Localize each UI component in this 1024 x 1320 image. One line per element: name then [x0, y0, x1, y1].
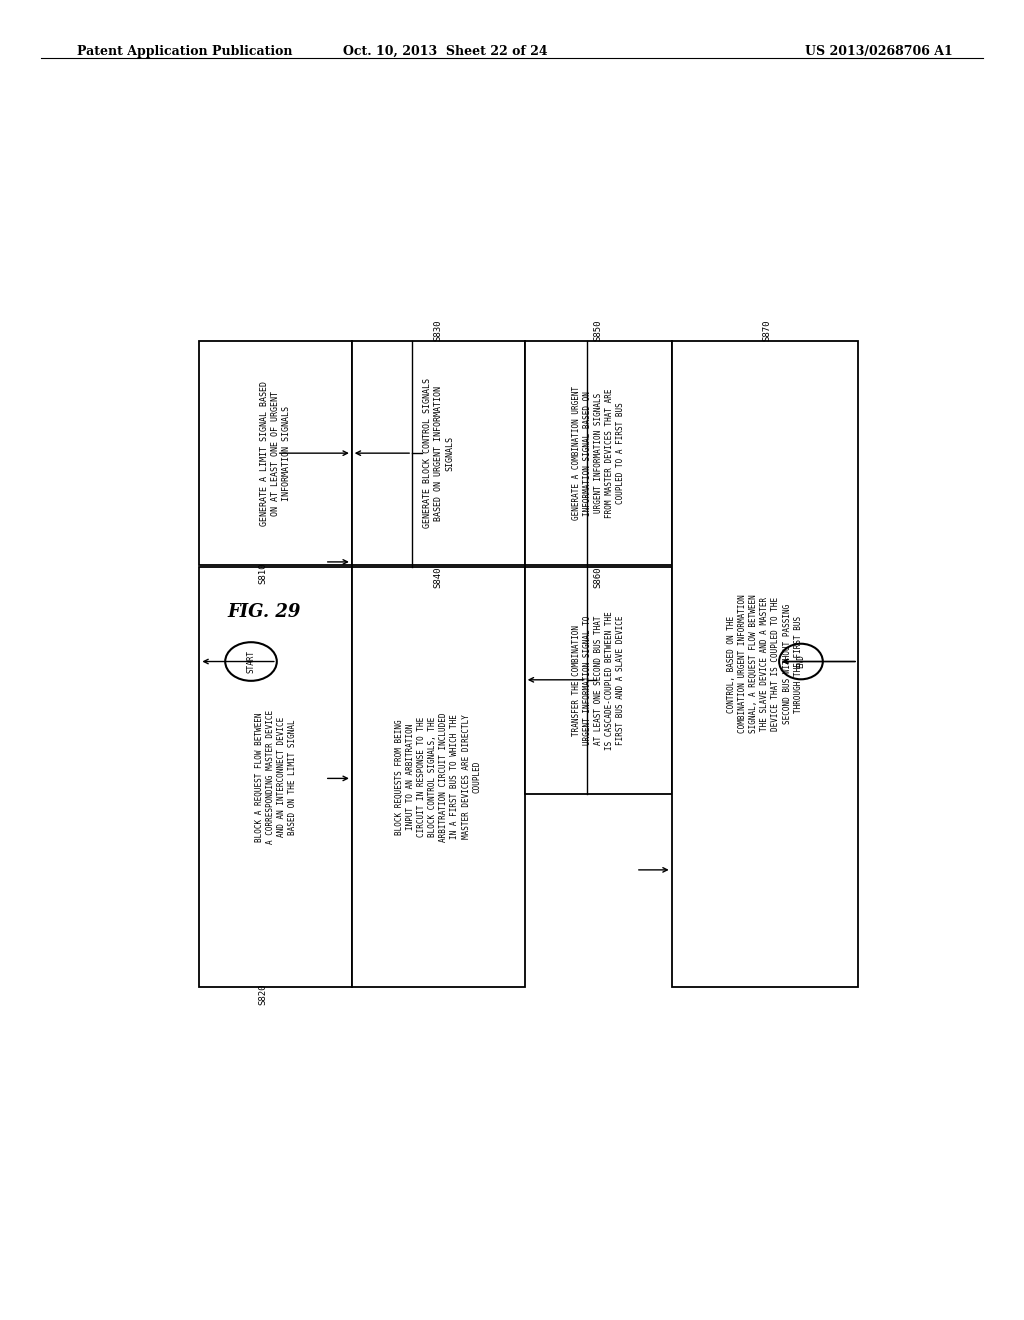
Bar: [524, 568, 672, 793]
Bar: [352, 342, 525, 565]
Text: Oct. 10, 2013  Sheet 22 of 24: Oct. 10, 2013 Sheet 22 of 24: [343, 45, 548, 58]
Text: S860: S860: [593, 568, 602, 589]
Ellipse shape: [225, 643, 276, 681]
Bar: [352, 568, 525, 987]
Text: Patent Application Publication: Patent Application Publication: [77, 45, 292, 58]
Ellipse shape: [779, 644, 823, 680]
Text: S830: S830: [433, 319, 442, 342]
Text: END: END: [797, 655, 806, 668]
Text: S840: S840: [433, 568, 442, 589]
Text: S820: S820: [258, 983, 267, 1006]
Text: GENERATE BLOCK CONTROL SIGNALS
BASED ON URGENT INFORMATION
SIGNALS: GENERATE BLOCK CONTROL SIGNALS BASED ON …: [423, 378, 454, 528]
Bar: [524, 342, 672, 565]
Text: S810: S810: [258, 562, 267, 585]
Bar: [200, 568, 352, 987]
Text: FIG. 29: FIG. 29: [227, 603, 301, 620]
Bar: [200, 342, 352, 565]
Bar: [672, 342, 858, 987]
Text: GENERATE A LIMIT SIGNAL BASED
ON AT LEAST ONE OF URGENT
INFORMATION SIGNALS: GENERATE A LIMIT SIGNAL BASED ON AT LEAS…: [260, 380, 291, 525]
Text: US 2013/0268706 A1: US 2013/0268706 A1: [805, 45, 952, 58]
Text: TRANSFER THE COMBINATION
URGENT INFORMATION SIGNAL TO
AT LEAST ONE SECOND BUS TH: TRANSFER THE COMBINATION URGENT INFORMAT…: [571, 611, 625, 750]
Text: BLOCK A REQUEST FLOW BETWEEN
A CORRESPONDING MASTER DEVICE
AND AN INTERCONNECT D: BLOCK A REQUEST FLOW BETWEEN A CORRESPON…: [254, 710, 297, 843]
Text: GENERATE A COMBINATION URGENT
INFORMATION SIGNAL BASED ON
URGENT INFORMATION SIG: GENERATE A COMBINATION URGENT INFORMATIO…: [571, 385, 625, 520]
Text: S850: S850: [593, 319, 602, 342]
Text: S870: S870: [762, 319, 771, 342]
Text: CONTROL, BASED ON THE
COMBINATION URGENT INFORMATION
SIGNAL, A REQUEST FLOW BETW: CONTROL, BASED ON THE COMBINATION URGENT…: [727, 595, 803, 734]
Text: START: START: [247, 649, 256, 673]
Text: BLOCK REQUESTS FROM BEING
INPUT TO AN ARBITRATION
CIRCUIT IN RESPONSE TO THE
BLO: BLOCK REQUESTS FROM BEING INPUT TO AN AR…: [395, 711, 481, 842]
